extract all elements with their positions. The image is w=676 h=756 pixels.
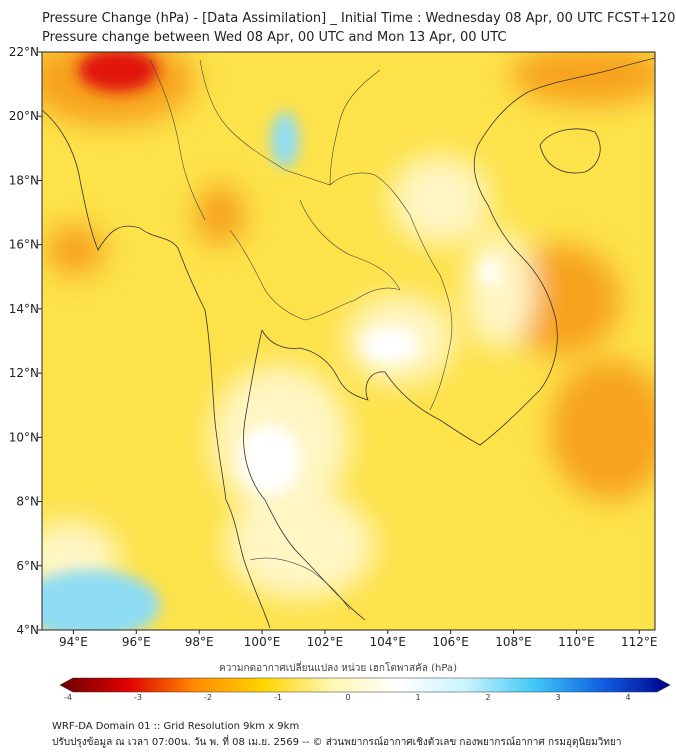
colorbar-tick-label: -1 bbox=[274, 693, 282, 702]
lat-tick-label: 18°N bbox=[9, 173, 39, 187]
lat-tick-label: 16°N bbox=[9, 238, 39, 252]
lon-tick-label: 110°E bbox=[558, 635, 595, 649]
colorbar-tick-label: -4 bbox=[64, 693, 72, 702]
lon-tick-label: 94°E bbox=[59, 635, 88, 649]
longitude-ticks: 94°E 96°E 98°E 100°E 102°E 104°E 106°E 108°E 110… bbox=[59, 630, 658, 649]
map-title: Pressure Change (hPa) - [Data Assimilati… bbox=[42, 11, 676, 26]
borders bbox=[149, 59, 453, 611]
lon-tick-label: 96°E bbox=[122, 635, 151, 649]
lat-tick-label: 12°N bbox=[9, 366, 39, 380]
coastlines bbox=[42, 57, 655, 629]
lat-tick-label: 8°N bbox=[16, 495, 39, 509]
colorbar-tick-label: 4 bbox=[625, 693, 630, 702]
pressure-extremes bbox=[42, 52, 500, 630]
colorbar-tick-label: 3 bbox=[555, 693, 560, 702]
lon-tick-label: 98°E bbox=[185, 635, 214, 649]
map-frame bbox=[41, 51, 656, 631]
pressure-change-map: 94°E 96°E 98°E 100°E 102°E 104°E 106°E 108°E 110… bbox=[9, 45, 658, 649]
latitude-ticks: 22°N 20°N 18°N 16°N 14°N 12°N 10°N 8°N 6°N 4°N bbox=[9, 45, 42, 637]
lat-tick-label: 4°N bbox=[16, 623, 39, 637]
lat-tick-label: 20°N bbox=[9, 109, 39, 123]
colorbar-ticks: -4 -3 -2 -1 0 1 2 3 4 bbox=[64, 693, 631, 702]
lon-tick-label: 102°E bbox=[307, 635, 344, 649]
footer-model-info: WRF-DA Domain 01 :: Grid Resolution 9km … bbox=[52, 721, 300, 732]
lon-tick-label: 100°E bbox=[244, 635, 281, 649]
colorbar-tick-label: -3 bbox=[134, 693, 142, 702]
lon-tick-label: 108°E bbox=[495, 635, 532, 649]
colorbar-tick-label: 0 bbox=[345, 693, 350, 702]
colorbar-gradient bbox=[59, 677, 671, 693]
colorbar-tick-label: -2 bbox=[204, 693, 212, 702]
colorbar-tick-label: 1 bbox=[415, 693, 420, 702]
lat-tick-label: 10°N bbox=[9, 430, 39, 444]
lat-tick-label: 6°N bbox=[16, 559, 39, 573]
lat-tick-label: 22°N bbox=[9, 45, 39, 59]
lon-tick-label: 112°E bbox=[621, 635, 658, 649]
colorbar-label: ความกดอากาศเปลี่ยนแปลง หน่วย เฮกโตพาสคัล… bbox=[219, 663, 457, 674]
lon-tick-label: 106°E bbox=[432, 635, 469, 649]
colorbar-tick-label: 2 bbox=[485, 693, 490, 702]
lon-tick-label: 104°E bbox=[370, 635, 407, 649]
footer-credit: ปรับปรุงข้อมูล ณ เวลา 07:00น. วัน พ. ที่… bbox=[52, 737, 622, 748]
map-subtitle: Pressure change between Wed 08 Apr, 00 U… bbox=[42, 30, 507, 45]
lat-tick-label: 14°N bbox=[9, 302, 39, 316]
